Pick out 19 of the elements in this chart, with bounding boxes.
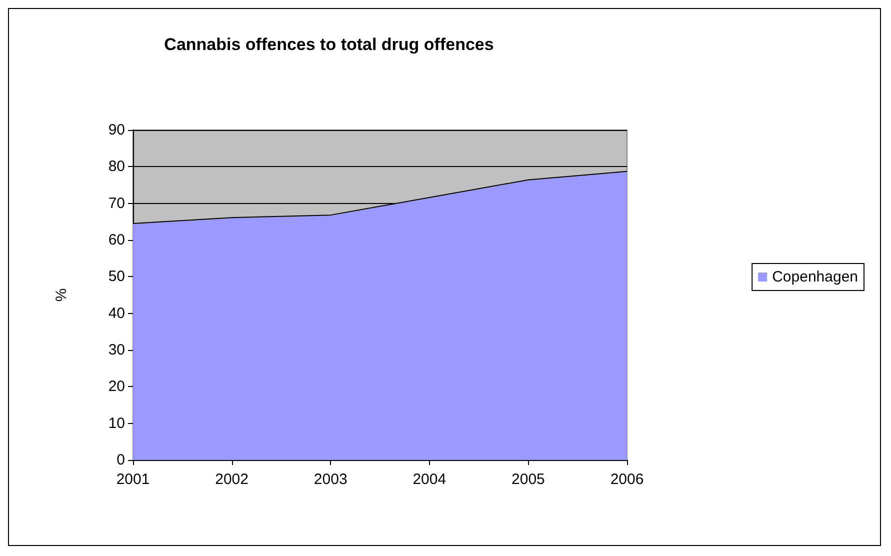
x-tick-label: 2001 [116,471,150,488]
x-tick-label: 2005 [512,471,545,488]
y-tick-label: 90 [108,122,125,138]
y-tick-label: 0 [116,452,125,468]
y-tick-label: 10 [108,414,125,432]
y-tick-label: 60 [108,232,125,248]
x-tick-label: 2002 [215,471,248,488]
y-tick-label: 20 [108,378,125,396]
y-tick-label: 50 [108,268,125,286]
y-tick-label: 70 [108,194,125,212]
y-tick-label: 40 [108,304,125,322]
x-tick-label: 2003 [314,471,348,488]
legend-label: Copenhagen [772,268,858,286]
y-tick-label: 30 [108,342,125,358]
chart-title: Cannabis offences to total drug offences [164,35,494,54]
y-axis-title: % [53,288,70,302]
x-tick-label: 2006 [610,471,644,488]
y-tick-label: 80 [108,158,125,176]
x-tick-label: 2004 [412,471,446,488]
